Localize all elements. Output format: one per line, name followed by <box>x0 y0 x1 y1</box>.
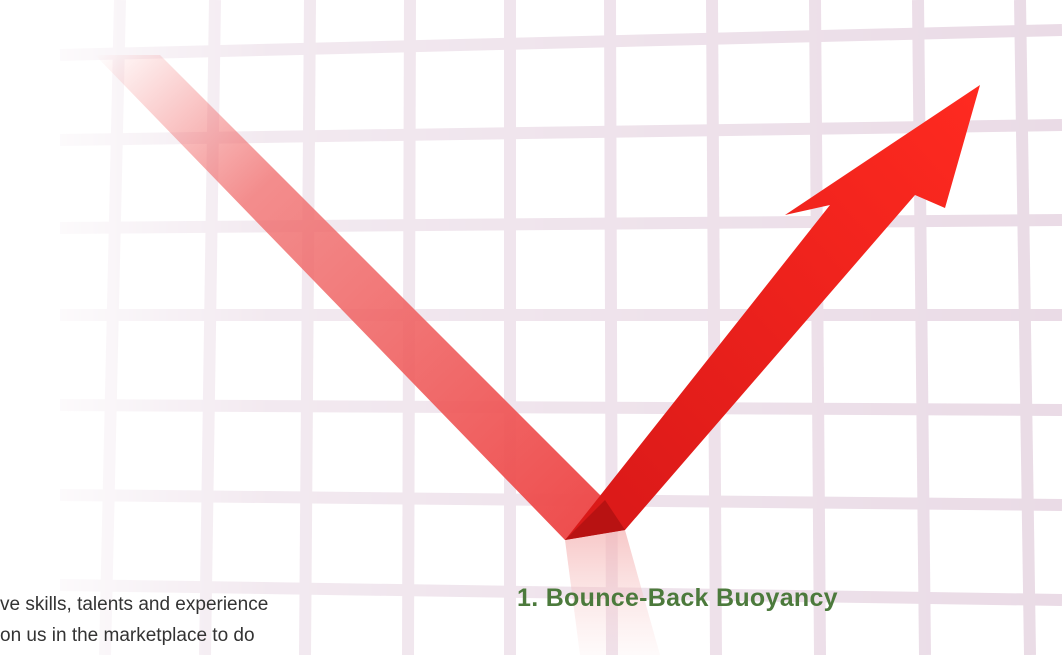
hero-illustration <box>0 0 1062 655</box>
body-text: on us in the marketplace to do <box>0 625 255 647</box>
section-heading: 1. Bounce-Back Buoyancy <box>517 584 838 613</box>
page: {"heading": "1. Bounce-Back Buoyancy", "… <box>0 0 1062 655</box>
background-grid <box>60 0 1062 655</box>
body-text: ve skills, talents and experience <box>0 594 268 616</box>
